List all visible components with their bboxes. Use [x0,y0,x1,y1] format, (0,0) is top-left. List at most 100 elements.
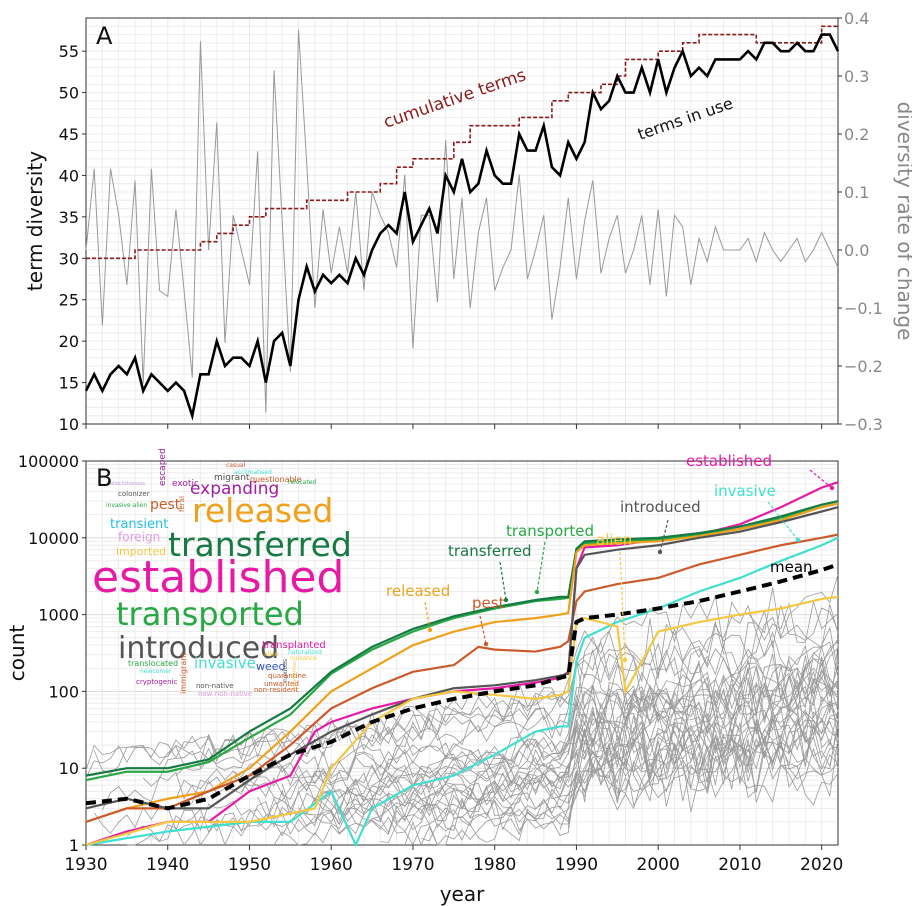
word-colonizer: colonizer [118,490,150,498]
panel-b-frame [85,460,839,846]
y2-tick-label: 0.2 [844,125,869,144]
y2-tick-label: −0.1 [844,299,883,318]
y-axis-label: count [5,625,29,682]
word-acclimatised: acclimatised [234,469,272,476]
y-tick-label: 10000 [28,529,79,548]
background-term-line [404,737,839,846]
word-introduced: introduced [118,631,279,666]
panel-a-frame [85,17,839,425]
annotation-arrowhead [657,549,663,555]
annotation-pest: pest [472,594,505,612]
series-terms-in-use [84,33,840,421]
annotation-arrowhead [503,597,509,603]
y2-tick-label: −0.3 [844,415,883,434]
y-tick-label: 10 [59,759,79,778]
annotation-invasive: invasive [714,482,776,500]
y-tick-label: 40 [59,166,79,185]
word-noxious: noxious [282,659,289,682]
word-unwanted: unwanted [264,680,299,688]
y-tick-label: 45 [59,125,79,144]
grid-a [85,17,839,425]
panel-a: 10 15 20 25 30 35 40 45 50 55 −0.3 −0.2 −0.1 0.0 0.1 0.… [23,9,912,434]
y2-tick-label: 0.3 [844,67,869,86]
y-tick-label: 15 [59,374,79,393]
word-relocated: relocated [288,479,316,486]
word-transformer: transformer [292,659,298,690]
background-term-line [567,719,839,803]
x-tick-label: 2000 [637,855,680,875]
y-tick-label: 10 [59,415,79,434]
annotation-mean: mean [770,558,813,576]
background-term-line [232,674,839,793]
word-allochthonous: allochthonous [110,481,145,487]
series-cumulative-terms [86,25,838,260]
annotation-arrow [499,561,507,601]
word-casual: casual [226,462,246,469]
x-tick-label: 1940 [146,855,189,875]
word-questionable: questionable [250,475,302,484]
x-tick-label: 2010 [718,855,761,875]
x-axis-label: year [440,882,485,906]
background-term-line [314,685,839,826]
background-term-line [142,574,839,787]
word-established: established [92,552,344,603]
annotation-arrowhead [829,485,835,491]
x-tick-label: 1980 [473,855,516,875]
word-transported: transported [116,595,304,633]
word-quarantine: quarantine [268,672,306,680]
y-tick-label: 30 [59,249,79,268]
series-released [85,502,839,823]
x-tick-label: 1950 [228,855,271,875]
panel-label-b: B [96,464,112,492]
annotation-arrowhead [795,537,801,543]
annotation-arrow [659,519,669,553]
annotation-arrow [479,615,487,645]
background-term-line [175,601,839,776]
series-introduced [85,506,839,810]
word-non-resident: non-resident [254,686,298,694]
background-term-line [175,699,839,802]
word-transferred: transferred [168,525,352,564]
word-escaped: escaped [158,448,168,486]
panel-b: 1 10 100 1000 10000 100000 1930 1940 1950 1960 197… [5,448,843,906]
annotation-arrowhead [534,589,540,595]
background-term-line [298,638,839,803]
background-term-line [85,631,839,771]
word-immigrant: immigrant [179,652,188,694]
word-invasive-alien: invasive alien [106,502,147,509]
y2-tick-label: 0.4 [844,9,869,28]
background-term-line [85,604,839,779]
y-tick-label: 1000 [38,606,79,625]
word-non-native: non-native [196,682,234,690]
x-tick-label: 1930 [64,855,107,875]
background-term-line [298,741,839,834]
y-tick-label: 1 [69,836,79,855]
word-transient: transient [110,517,168,532]
word-migrant: migrant [214,473,250,483]
x-tick-label: 1970 [391,855,434,875]
annotation-arrow [767,501,799,541]
background-term-line [421,750,839,842]
word-exotic: exotic [172,479,199,489]
annotation-arrowhead [622,657,628,663]
background-term-line [371,701,839,823]
y-tick-label: 55 [59,42,79,61]
background-term-line [298,724,839,827]
annotation-released: released [386,582,450,600]
background-term-line [567,705,839,783]
y-tick-label: 100000 [18,452,79,471]
word-alien: alien [264,651,279,658]
word-weed: weed [256,660,286,673]
annotation-arrow [536,541,546,593]
word-cryptogenic: cryptogenic [136,678,177,686]
series-invasive [85,536,839,848]
background-term-line [298,645,839,783]
annotation-arrowhead [483,641,489,647]
word-transplanted: transplanted [262,640,326,651]
y-tick-label: 35 [59,208,79,227]
background-term-line [567,726,839,828]
word-feral: feral [178,496,186,512]
series-transferred [85,500,839,777]
